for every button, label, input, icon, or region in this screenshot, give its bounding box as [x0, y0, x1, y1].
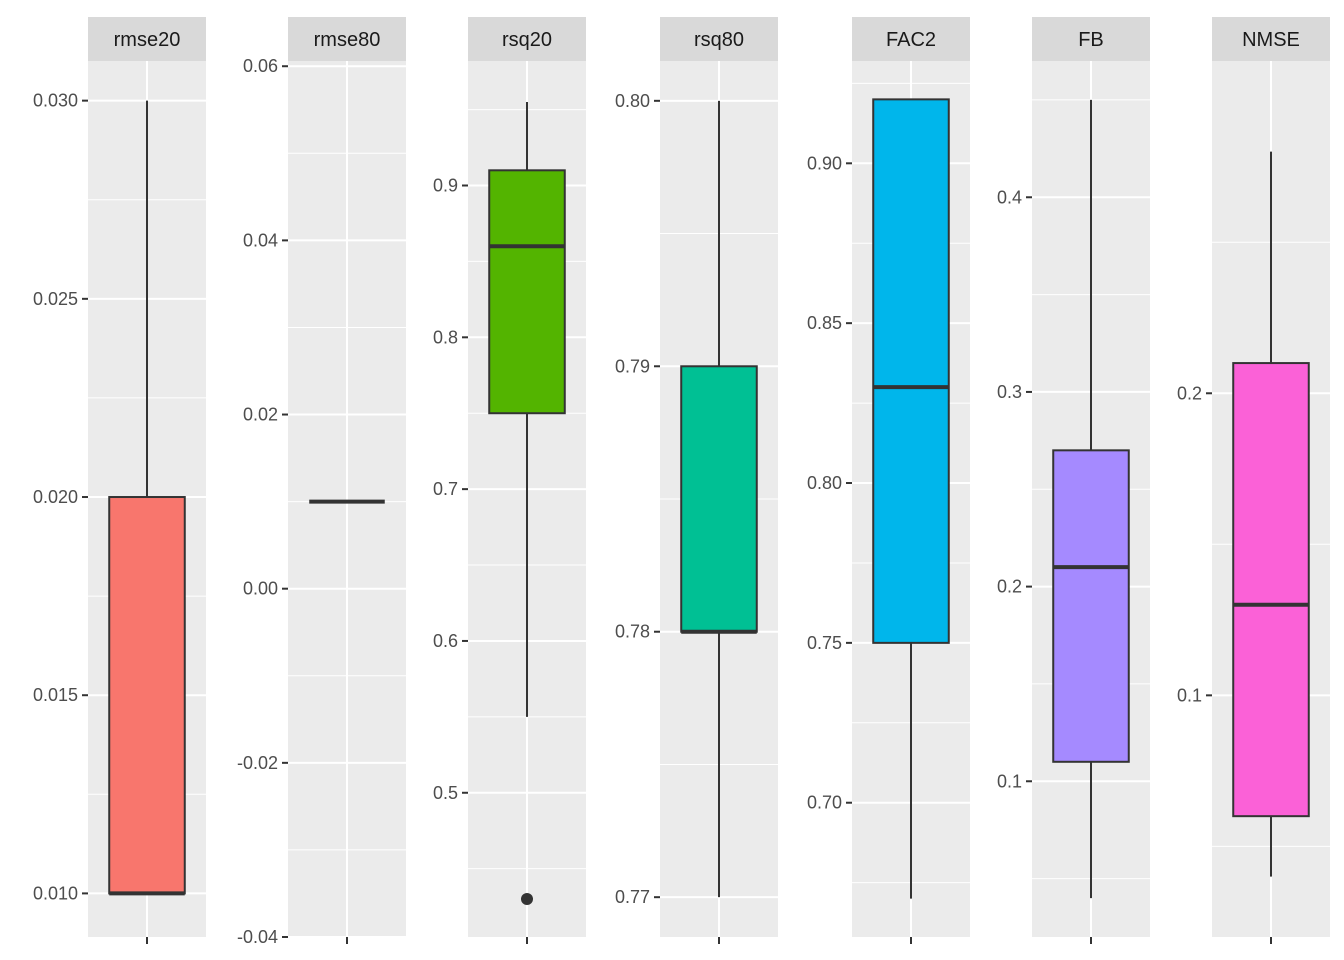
- y-tick-label: 0.85: [807, 313, 842, 333]
- box-iqr: [1052, 449, 1130, 763]
- facet-panel-fb: FB 0.1 0.2 0.3 0.4: [997, 17, 1150, 944]
- y-tick-label: 0.80: [807, 473, 842, 493]
- box-iqr: [872, 98, 950, 644]
- facet-strip: [852, 17, 970, 61]
- y-tick-label: 0.020: [33, 487, 78, 507]
- facet-strip: [1032, 17, 1150, 61]
- y-tick-label: 0.6: [433, 631, 458, 651]
- facet-strip: [288, 17, 406, 61]
- y-tick-label: 0.8: [433, 327, 458, 347]
- facet-strip-label: rsq80: [694, 29, 744, 51]
- y-tick-label: 0.77: [615, 887, 650, 907]
- y-tick-label: -0.04: [237, 927, 278, 947]
- outlier-point: [521, 893, 533, 906]
- y-tick-label: 0.7: [433, 479, 458, 499]
- facet-strip-label: NMSE: [1242, 29, 1300, 51]
- facet-panel-nmse: NMSE 0.1 0.2: [1177, 17, 1330, 944]
- facet-panel-fac2: FAC2 0.70 0.75 0.80 0.85 0.90: [807, 17, 970, 944]
- y-tick-label: 0.1: [1177, 685, 1202, 705]
- facet-panel-rsq20: rsq20 0.5 0.6 0.7 0.8 0.9: [433, 17, 586, 944]
- box-iqr: [680, 365, 758, 633]
- facet-strip-label: rmse20: [114, 29, 181, 51]
- box-iqr: [1232, 362, 1310, 818]
- y-tick-label: 0.030: [33, 91, 78, 111]
- y-tick-label: 0.015: [33, 685, 78, 705]
- y-tick-label: 0.06: [243, 56, 278, 76]
- facet-strip: [660, 17, 778, 61]
- facet-strip-label: FB: [1078, 29, 1104, 51]
- y-tick-label: 0.90: [807, 153, 842, 173]
- y-tick-label: 0.025: [33, 289, 78, 309]
- y-tick-label: 0.02: [243, 405, 278, 425]
- facet-strip: [88, 17, 206, 61]
- y-tick-label: 0.9: [433, 175, 458, 195]
- box-iqr: [108, 496, 186, 895]
- y-tick-label: 0.75: [807, 633, 842, 653]
- y-tick-label: 0.1: [997, 771, 1022, 791]
- facet-strip-label: rmse80: [314, 29, 381, 51]
- facet-panel-rmse20: rmse20 0.010 0.015 0.020 0.025 0.030: [33, 17, 206, 944]
- y-tick-label: 0.2: [1177, 383, 1202, 403]
- box-iqr: [488, 169, 566, 415]
- y-tick-label: 0.010: [33, 883, 78, 903]
- y-tick-label: 0.70: [807, 793, 842, 813]
- y-tick-label: 0.5: [433, 783, 458, 803]
- y-tick-label: 0.04: [243, 230, 278, 250]
- y-tick-label: 0.2: [997, 577, 1022, 597]
- y-tick-label: 0.00: [243, 579, 278, 599]
- facet-strip: [1212, 17, 1330, 61]
- y-tick-label: 0.78: [615, 622, 650, 642]
- facet-strip-label: rsq20: [502, 29, 552, 51]
- facet-panel-rmse80: rmse80 -0.04 -0.02 0.00 0.02 0.04 0.06: [237, 17, 406, 947]
- y-tick-label: 0.4: [997, 187, 1022, 207]
- y-tick-label: 0.80: [615, 91, 650, 111]
- y-tick-label: 0.79: [615, 356, 650, 376]
- facet-strip-label: FAC2: [886, 29, 936, 51]
- y-tick-label: 0.3: [997, 382, 1022, 402]
- facet-strip: [468, 17, 586, 61]
- y-tick-label: -0.02: [237, 753, 278, 773]
- facet-panel-rsq80: rsq80 0.77 0.78 0.79 0.80: [615, 17, 778, 944]
